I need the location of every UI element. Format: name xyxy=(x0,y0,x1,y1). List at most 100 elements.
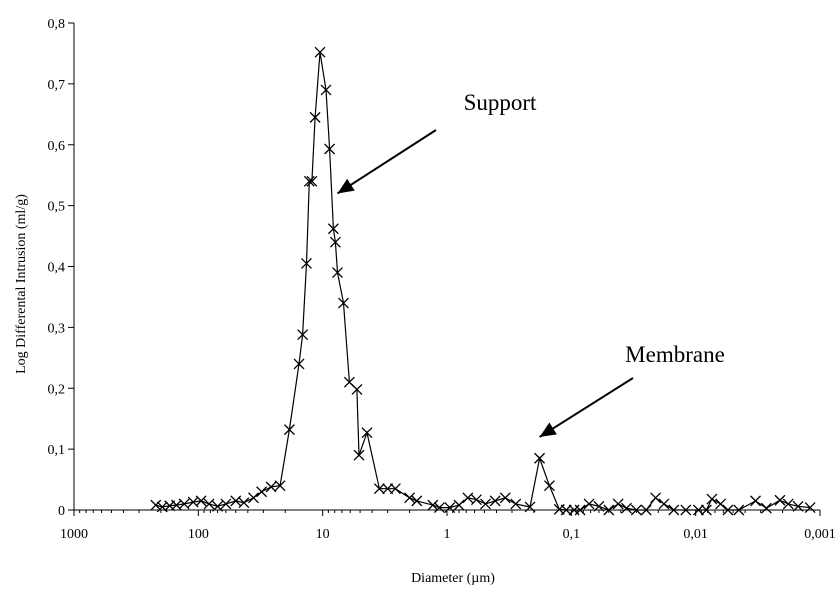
marker-stroke xyxy=(782,498,794,510)
marker-stroke xyxy=(534,452,546,464)
marker-stroke xyxy=(560,504,572,516)
data-point xyxy=(248,492,259,504)
y-tick-label: 0,3 xyxy=(48,321,66,336)
marker-stroke xyxy=(203,498,215,510)
x-tick-label: 0,001 xyxy=(804,527,836,542)
data-point xyxy=(444,502,456,514)
marker-stroke xyxy=(324,143,336,155)
marker-stroke xyxy=(700,504,712,516)
marker-stroke xyxy=(170,499,182,511)
data-point xyxy=(324,143,336,155)
data-point xyxy=(630,504,642,516)
data-point xyxy=(489,495,501,507)
marker-stroke xyxy=(265,481,277,493)
data-point xyxy=(706,493,718,505)
annotations: Support Membrane xyxy=(336,90,725,438)
marker-stroke xyxy=(792,500,804,512)
data-point xyxy=(760,502,772,514)
marker-stroke xyxy=(382,483,394,495)
y-axis-label: Log Differental Intrusion (ml/g) xyxy=(14,194,29,374)
data-point xyxy=(640,504,652,516)
marker-stroke xyxy=(195,495,207,507)
marker-stroke xyxy=(750,495,761,507)
marker-stroke xyxy=(489,495,501,507)
data-point xyxy=(612,498,624,510)
data-point xyxy=(480,498,491,510)
data-point xyxy=(404,492,416,504)
marker-stroke xyxy=(680,504,692,516)
data-point xyxy=(303,175,315,187)
marker-stroke xyxy=(297,329,309,341)
marker-stroke xyxy=(293,358,305,370)
marker-stroke xyxy=(150,499,162,511)
y-tick-label: 0,8 xyxy=(48,17,66,32)
data-point xyxy=(680,504,692,516)
marker-stroke xyxy=(411,495,423,507)
data-point xyxy=(715,498,727,510)
marker-stroke xyxy=(329,236,341,248)
data-point xyxy=(203,498,215,510)
marker-stroke xyxy=(658,498,670,510)
marker-stroke xyxy=(470,494,482,506)
data-point xyxy=(256,486,268,498)
marker-stroke xyxy=(630,504,642,516)
data-point xyxy=(306,175,318,187)
marker-stroke xyxy=(303,175,315,187)
marker-stroke xyxy=(343,376,355,388)
y-tick-label: 0,6 xyxy=(48,139,66,154)
data-point xyxy=(238,497,250,509)
marker-stroke xyxy=(760,502,772,514)
data-point xyxy=(329,236,341,248)
marker-stroke xyxy=(715,498,727,510)
annotation-arrow-head xyxy=(337,178,355,194)
data-point xyxy=(353,449,365,461)
marker-stroke xyxy=(320,84,332,96)
marker-stroke xyxy=(361,427,373,439)
marker-stroke xyxy=(433,502,445,514)
y-axis: 0 0,1 0,2 0,3 0,4 0,5 0,6 0,7 0,8 xyxy=(48,17,75,519)
marker-stroke xyxy=(309,111,321,123)
annotation-arrow-head xyxy=(539,422,557,437)
annotation-label: Membrane xyxy=(625,342,725,367)
marker-stroke xyxy=(499,492,511,504)
marker-stroke xyxy=(650,492,662,504)
marker-stroke xyxy=(238,497,250,509)
marker-stroke xyxy=(314,46,326,58)
data-point xyxy=(320,84,332,96)
marker-stroke xyxy=(524,501,536,513)
annotation-arrow-shaft xyxy=(539,377,634,438)
data-point xyxy=(804,502,816,514)
data-point xyxy=(774,494,786,506)
data-point xyxy=(411,495,423,507)
marker-stroke xyxy=(220,498,232,510)
data-point xyxy=(453,499,465,511)
annotation-arrow-shaft xyxy=(336,129,437,195)
data-point xyxy=(750,495,761,507)
marker-stroke xyxy=(722,504,734,516)
marker-stroke xyxy=(444,502,456,514)
data-point xyxy=(265,481,277,493)
data-point xyxy=(792,500,804,512)
marker-stroke xyxy=(306,175,318,187)
data-point xyxy=(574,504,586,516)
data-point xyxy=(382,483,394,495)
data-point xyxy=(332,267,343,279)
marker-stroke xyxy=(427,499,439,511)
data-point xyxy=(351,384,363,395)
data-point xyxy=(150,499,162,511)
data-point xyxy=(433,502,445,514)
marker-stroke xyxy=(706,493,718,505)
marker-stroke xyxy=(640,504,652,516)
marker-stroke xyxy=(543,480,555,492)
data-point xyxy=(361,427,373,439)
data-point xyxy=(524,501,536,513)
marker-stroke xyxy=(453,499,465,511)
data-point xyxy=(593,500,605,512)
data-point xyxy=(658,498,670,510)
data-point xyxy=(782,498,794,510)
data-point xyxy=(178,498,190,510)
marker-stroke xyxy=(612,498,624,510)
y-tick-label: 0,7 xyxy=(48,78,66,93)
data-point xyxy=(692,504,704,516)
